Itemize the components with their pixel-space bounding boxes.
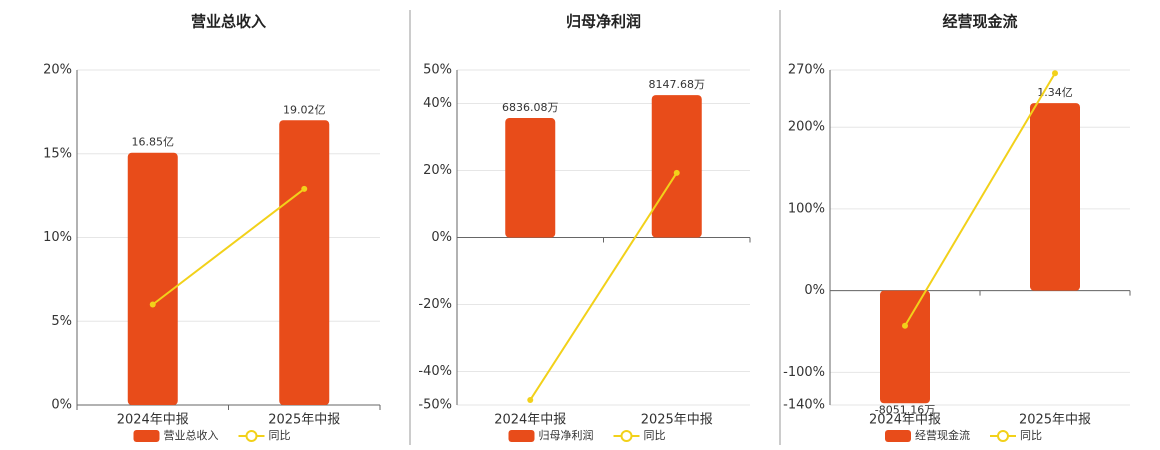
legend-swatch [885,430,911,442]
chart-title: 归母净利润 [566,13,641,31]
x-tick-label: 2024年中报 [494,413,566,428]
bar [651,95,702,238]
y-tick-label: -50% [418,398,452,413]
x-tick-label: 2024年中报 [869,413,941,428]
chart-title: 经营现金流 [942,13,1017,31]
y-tick-label: 100% [788,201,825,216]
line-point [1052,70,1058,77]
legend-label: 同比 [269,429,291,442]
y-tick-label: 50% [423,63,452,78]
value-label: 16.85亿 [132,136,175,149]
line-point [527,396,534,403]
y-tick-label: -140% [783,398,825,413]
legend-swatch [508,430,535,442]
y-tick-label: 20% [43,63,72,78]
x-tick-label: 2025年中报 [1019,413,1091,428]
bar [127,152,178,405]
line-point [301,185,308,192]
legend-label: 同比 [1020,429,1042,442]
legend-swatch [133,430,160,442]
y-tick-label: -20% [418,297,452,312]
line-point [902,322,908,329]
x-tick-label: 2024年中报 [117,413,189,428]
chart-title: 营业总收入 [191,13,266,31]
value-label: -8051.16万 [875,403,935,416]
legend-label: 营业总收入 [164,428,219,442]
y-tick-label: 0% [804,283,825,298]
y-tick-label: 5% [51,314,72,329]
line-point [149,301,156,308]
y-tick-label: 15% [43,146,72,161]
bar [279,120,330,405]
y-tick-label: 270% [788,63,825,78]
legend-marker [245,430,258,442]
y-tick-label: 40% [423,96,452,111]
line [904,72,1056,327]
value-label: 6836.08万 [502,101,559,114]
legend-label: 经营现金流 [915,428,970,442]
x-tick-label: 2025年中报 [641,413,713,428]
legend-marker [620,430,633,442]
y-tick-label: 0% [431,230,452,245]
bar [505,118,556,238]
value-label: 19.02亿 [283,103,326,116]
line [152,188,305,306]
line-point [673,169,680,176]
y-tick-label: 0% [51,398,72,413]
y-tick-label: 10% [43,230,72,245]
line [529,172,678,401]
legend-marker [997,430,1009,442]
legend-label: 归母净利润 [539,428,594,442]
y-tick-label: -100% [783,365,825,380]
x-tick-label: 2025年中报 [268,413,340,428]
y-tick-label: 200% [788,120,825,135]
bar [880,290,930,404]
y-tick-label: 20% [423,163,452,178]
y-tick-label: -40% [418,364,452,379]
bar [1030,103,1080,291]
value-label: 8147.68万 [649,78,706,91]
legend-label: 同比 [644,429,666,442]
